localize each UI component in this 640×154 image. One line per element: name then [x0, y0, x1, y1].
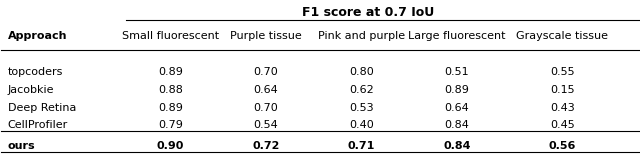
Text: 0.40: 0.40	[349, 120, 374, 130]
Text: Pink and purple: Pink and purple	[318, 31, 405, 41]
Text: Deep Retina: Deep Retina	[8, 103, 76, 113]
Text: 0.64: 0.64	[253, 85, 278, 95]
Text: 0.70: 0.70	[253, 103, 278, 113]
Text: 0.89: 0.89	[158, 67, 182, 77]
Text: 0.64: 0.64	[445, 103, 469, 113]
Text: 0.80: 0.80	[349, 67, 374, 77]
Text: CellProfiler: CellProfiler	[8, 120, 68, 130]
Text: 0.55: 0.55	[550, 67, 575, 77]
Text: 0.89: 0.89	[158, 103, 182, 113]
Text: F1 score at 0.7 IoU: F1 score at 0.7 IoU	[301, 6, 434, 19]
Text: 0.43: 0.43	[550, 103, 575, 113]
Text: 0.88: 0.88	[158, 85, 182, 95]
Text: Jacobkie: Jacobkie	[8, 85, 54, 95]
Text: 0.84: 0.84	[445, 120, 470, 130]
Text: Purple tissue: Purple tissue	[230, 31, 301, 41]
Text: 0.62: 0.62	[349, 85, 374, 95]
Text: 0.54: 0.54	[253, 120, 278, 130]
Text: 0.70: 0.70	[253, 67, 278, 77]
Text: Small fluorescent: Small fluorescent	[122, 31, 219, 41]
Text: 0.89: 0.89	[445, 85, 470, 95]
Text: 0.56: 0.56	[548, 141, 576, 151]
Text: 0.45: 0.45	[550, 120, 575, 130]
Text: ours: ours	[8, 141, 35, 151]
Text: 0.72: 0.72	[252, 141, 280, 151]
Text: Approach: Approach	[8, 31, 67, 41]
Text: 0.51: 0.51	[445, 67, 469, 77]
Text: 0.90: 0.90	[157, 141, 184, 151]
Text: 0.53: 0.53	[349, 103, 374, 113]
Text: 0.71: 0.71	[348, 141, 375, 151]
Text: 0.15: 0.15	[550, 85, 575, 95]
Text: topcoders: topcoders	[8, 67, 63, 77]
Text: 0.79: 0.79	[158, 120, 182, 130]
Text: 0.84: 0.84	[444, 141, 471, 151]
Text: Large fluorescent: Large fluorescent	[408, 31, 506, 41]
Text: Grayscale tissue: Grayscale tissue	[516, 31, 608, 41]
